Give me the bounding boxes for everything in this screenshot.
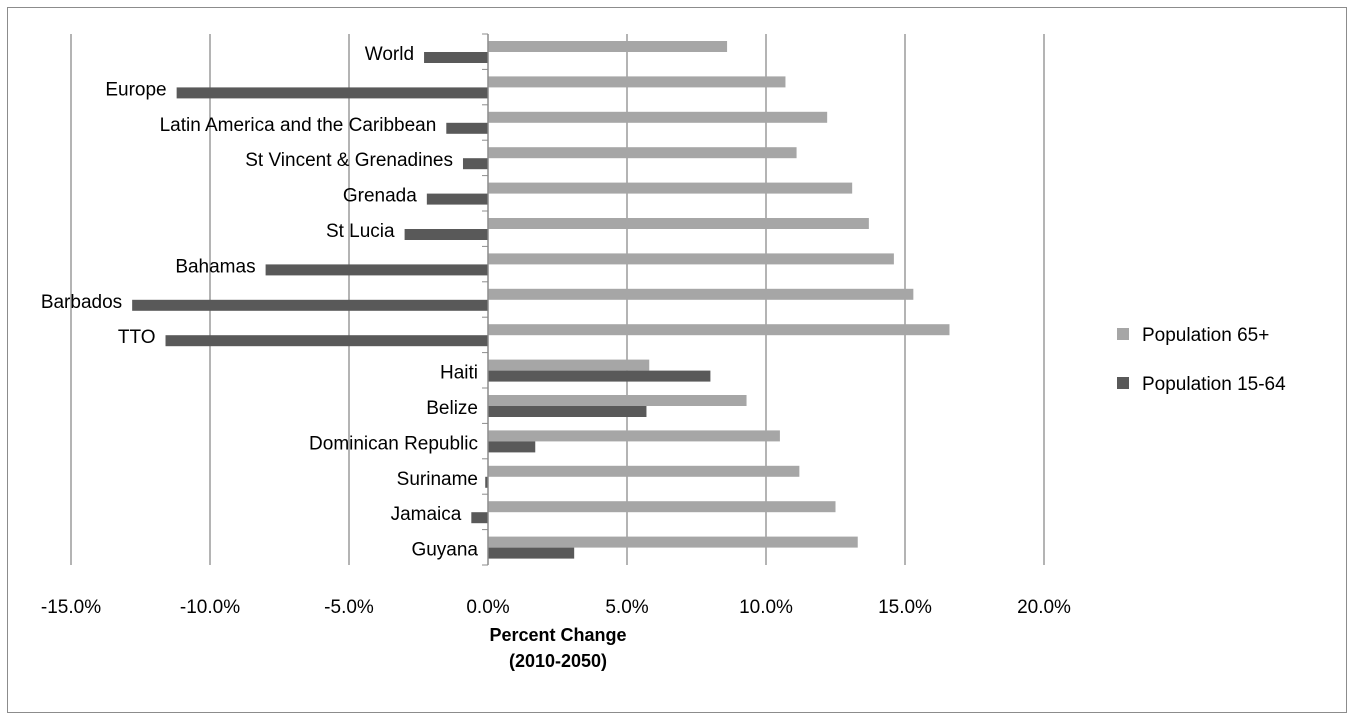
bar-population-65-st-lucia <box>488 218 869 229</box>
legend-swatch-population-65 <box>1117 328 1129 340</box>
bar-population-65-bahamas <box>488 253 894 265</box>
bar-population-15-64-jamaica <box>471 512 488 524</box>
bar-population-15-64-suriname <box>485 476 488 488</box>
bar-population-15-64-dominican-republic <box>488 441 536 453</box>
x-axis-title-line2: (2010-2050) <box>509 651 607 671</box>
category-label-grenada: Grenada <box>343 186 417 207</box>
bar-population-15-64-barbados <box>132 299 488 311</box>
x-axis-title-line1: Percent Change <box>489 625 626 645</box>
category-label-st-vincent-grenadines: St Vincent & Grenadines <box>245 150 453 171</box>
y-axis <box>482 33 489 566</box>
bar-population-65-world <box>488 41 728 52</box>
bar-population-15-64-st-vincent-grenadines <box>462 158 488 170</box>
x-tick-label: 15.0% <box>878 597 932 618</box>
category-label-suriname: Suriname <box>397 469 478 490</box>
category-label-europe: Europe <box>105 79 166 100</box>
category-label-barbados: Barbados <box>41 292 122 313</box>
category-label-world: World <box>365 44 414 65</box>
bar-population-65-dominican-republic <box>488 430 780 442</box>
bar-population-15-64-grenada <box>426 193 488 205</box>
x-tick-label: -10.0% <box>180 597 240 618</box>
x-tick-labels: -15.0% -10.0% -5.0% 0.0% 5.0% 10.0% 15.0% 20.0% <box>41 597 1071 618</box>
category-label-st-lucia: St Lucia <box>326 221 395 242</box>
legend-swatch-population-15-64 <box>1117 377 1129 389</box>
category-label-dominican-republic: Dominican Republic <box>309 433 478 454</box>
bar-population-15-64-bahamas <box>265 264 488 276</box>
bar-population-65-grenada <box>488 182 853 194</box>
legend-label-population-65: Population 65+ <box>1142 325 1269 346</box>
bar-population-15-64-haiti <box>488 370 711 382</box>
chart-frame <box>7 7 1347 713</box>
category-label-tto: TTO <box>118 327 156 348</box>
legend: Population 65+ Population 15-64 <box>1117 325 1286 395</box>
bars <box>132 41 950 559</box>
category-label-latin-america-and-the-caribbean: Latin America and the Caribbean <box>160 115 437 136</box>
bar-population-65-suriname <box>488 465 800 477</box>
x-tick-label: 20.0% <box>1017 597 1071 618</box>
bar-population-15-64-europe <box>176 87 488 99</box>
bar-population-15-64-st-lucia <box>404 229 488 240</box>
bar-population-65-latin-america-and-the-caribbean <box>488 111 828 123</box>
category-label-haiti: Haiti <box>440 363 478 384</box>
bar-population-65-belize <box>488 395 747 406</box>
category-labels: World Europe Latin America and the Caribbe… <box>41 44 479 561</box>
bar-population-65-tto <box>488 324 950 336</box>
x-tick-label: 10.0% <box>739 597 793 618</box>
bar-population-65-guyana <box>488 536 858 548</box>
bar-population-65-st-vincent-grenadines <box>488 147 797 159</box>
bar-population-15-64-world <box>424 52 488 63</box>
legend-label-population-15-64: Population 15-64 <box>1142 374 1286 395</box>
bar-population-65-europe <box>488 76 786 88</box>
category-label-jamaica: Jamaica <box>391 504 462 525</box>
category-label-guyana: Guyana <box>411 540 478 561</box>
bar-population-65-haiti <box>488 359 650 371</box>
bar-population-15-64-tto <box>165 335 488 347</box>
category-label-bahamas: Bahamas <box>175 256 255 277</box>
x-tick-label: 0.0% <box>466 597 509 618</box>
bar-population-15-64-guyana <box>488 547 575 559</box>
bar-population-15-64-latin-america-and-the-caribbean <box>446 122 488 134</box>
bar-population-65-barbados <box>488 288 914 300</box>
x-tick-label: -15.0% <box>41 597 101 618</box>
bar-population-15-64-belize <box>488 406 647 417</box>
category-label-belize: Belize <box>426 398 478 419</box>
bar-population-65-jamaica <box>488 501 836 513</box>
x-tick-label: -5.0% <box>324 597 374 618</box>
x-tick-label: 5.0% <box>605 597 648 618</box>
